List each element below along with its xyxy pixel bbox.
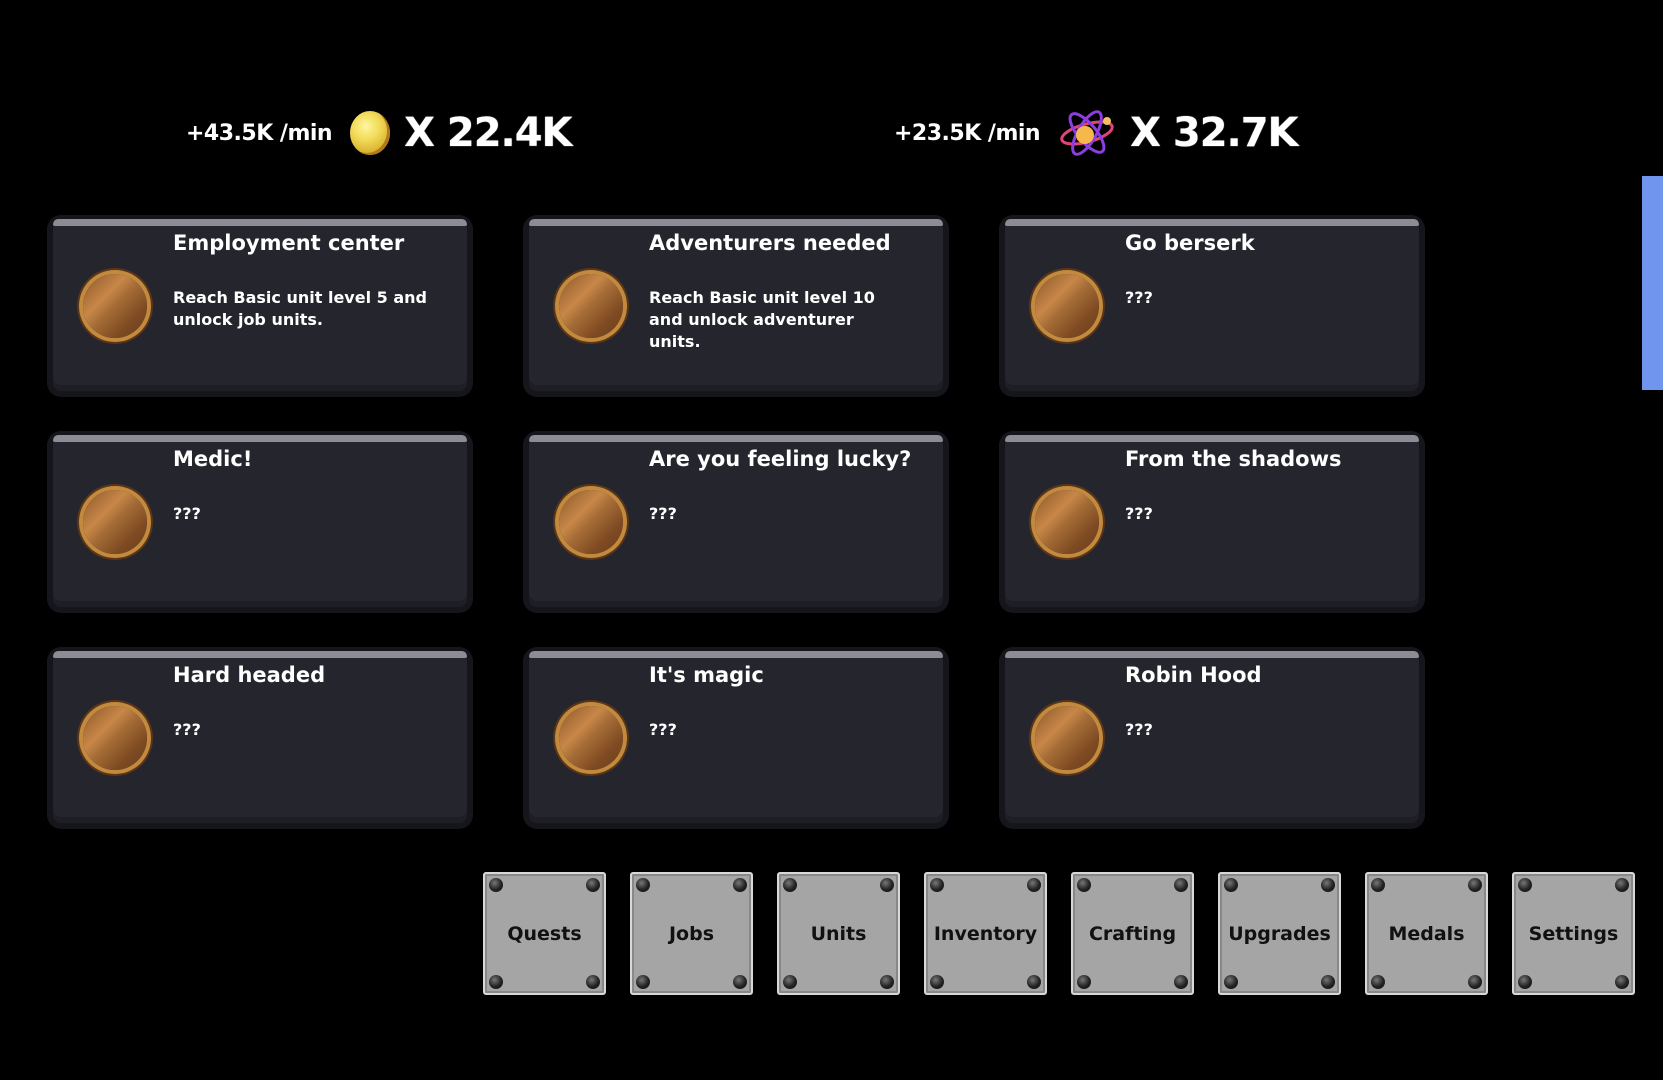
rivet-icon	[1615, 878, 1629, 892]
rivet-icon	[1615, 975, 1629, 989]
medal-title: Medic!	[173, 447, 253, 471]
nav-button-settings[interactable]: Settings	[1512, 872, 1635, 995]
scrollbar-thumb[interactable]	[1642, 176, 1663, 390]
medal-card: Adventurers needed Reach Basic unit leve…	[529, 219, 943, 391]
medal-title: It's magic	[649, 663, 764, 687]
bronze-medal-icon	[83, 274, 147, 338]
medal-title: From the shadows	[1125, 447, 1342, 471]
atom-icon	[1060, 110, 1114, 156]
medal-title: Adventurers needed	[649, 231, 891, 255]
gold-resource: +43.5K /min X 22.4K	[186, 108, 573, 158]
medal-card: Are you feeling lucky? ???	[529, 435, 943, 607]
rivet-icon	[1468, 975, 1482, 989]
rivet-icon	[783, 975, 797, 989]
medal-description: ???	[649, 720, 677, 739]
medal-card: Hard headed ???	[53, 651, 467, 823]
rivet-icon	[1174, 878, 1188, 892]
atom-amount: X 32.7K	[1130, 110, 1298, 156]
medal-description: Reach Basic unit level 5 and unlock job …	[173, 288, 427, 329]
medal-card: Medic! ???	[53, 435, 467, 607]
rivet-icon	[880, 878, 894, 892]
nav-button-upgrades[interactable]: Upgrades	[1218, 872, 1341, 995]
rivet-icon	[1077, 975, 1091, 989]
bronze-medal-icon	[83, 490, 147, 554]
rivet-icon	[489, 878, 503, 892]
rivet-icon	[733, 975, 747, 989]
atom-rate: +23.5K /min	[894, 120, 1041, 146]
bronze-medal-icon	[83, 706, 147, 770]
rivet-icon	[1027, 975, 1041, 989]
nav-button-jobs[interactable]: Jobs	[630, 872, 753, 995]
nav-button-label: Upgrades	[1228, 922, 1331, 945]
nav-button-label: Jobs	[668, 922, 715, 945]
nav-button-crafting[interactable]: Crafting	[1071, 872, 1194, 995]
medal-description: ???	[1125, 288, 1153, 307]
medal-title: Employment center	[173, 231, 405, 255]
medal-card: It's magic ???	[529, 651, 943, 823]
rivet-icon	[586, 975, 600, 989]
rivet-icon	[1371, 878, 1385, 892]
rivet-icon	[1224, 975, 1238, 989]
rivet-icon	[783, 878, 797, 892]
bronze-medal-icon	[1035, 274, 1099, 338]
rivet-icon	[930, 975, 944, 989]
gold-amount: X 22.4K	[404, 110, 572, 156]
medal-card: Robin Hood ???	[1005, 651, 1419, 823]
medal-title: Go berserk	[1125, 231, 1255, 255]
rivet-icon	[1518, 975, 1532, 989]
bronze-medal-icon	[1035, 706, 1099, 770]
rivet-icon	[636, 975, 650, 989]
bronze-medal-icon	[559, 706, 623, 770]
bronze-medal-icon	[1035, 490, 1099, 554]
nav-button-label: Inventory	[933, 922, 1038, 945]
nav-button-label: Quests	[507, 922, 582, 945]
atom-resource: +23.5K /min X 32.7K	[894, 108, 1299, 158]
medal-title: Hard headed	[173, 663, 326, 687]
nav-button-quests[interactable]: Quests	[483, 872, 606, 995]
rivet-icon	[1174, 975, 1188, 989]
nav-button-medals[interactable]: Medals	[1365, 872, 1488, 995]
rivet-icon	[636, 878, 650, 892]
nav-button-inventory[interactable]: Inventory	[924, 872, 1047, 995]
rivet-icon	[1077, 878, 1091, 892]
medal-description: ???	[1125, 504, 1153, 523]
medal-description: ???	[173, 504, 201, 523]
rivet-icon	[1321, 878, 1335, 892]
medal-card: Employment center Reach Basic unit level…	[53, 219, 467, 391]
medal-description: ???	[1125, 720, 1153, 739]
bronze-medal-icon	[559, 274, 623, 338]
nav-button-units[interactable]: Units	[777, 872, 900, 995]
medal-title: Robin Hood	[1125, 663, 1262, 687]
gold-rate: +43.5K /min	[186, 120, 333, 146]
rivet-icon	[1371, 975, 1385, 989]
rivet-icon	[1027, 878, 1041, 892]
nav-button-label: Units	[810, 922, 867, 945]
rivet-icon	[930, 878, 944, 892]
nav-button-label: Settings	[1528, 922, 1619, 945]
medal-title: Are you feeling lucky?	[649, 447, 912, 471]
rivet-icon	[880, 975, 894, 989]
medal-description: ???	[173, 720, 201, 739]
medal-description: ???	[649, 504, 677, 523]
rivet-icon	[1518, 878, 1532, 892]
nav-button-label: Crafting	[1088, 922, 1177, 945]
medal-card: Go berserk ???	[1005, 219, 1419, 391]
nav-button-label: Medals	[1388, 922, 1465, 945]
rivet-icon	[1468, 878, 1482, 892]
bronze-medal-icon	[559, 490, 623, 554]
medal-description: Reach Basic unit level 10 and unlock adv…	[649, 288, 875, 351]
rivet-icon	[1321, 975, 1335, 989]
medal-card: From the shadows ???	[1005, 435, 1419, 607]
rivet-icon	[489, 975, 503, 989]
gold-coin-icon	[350, 111, 391, 155]
rivet-icon	[733, 878, 747, 892]
rivet-icon	[586, 878, 600, 892]
rivet-icon	[1224, 878, 1238, 892]
